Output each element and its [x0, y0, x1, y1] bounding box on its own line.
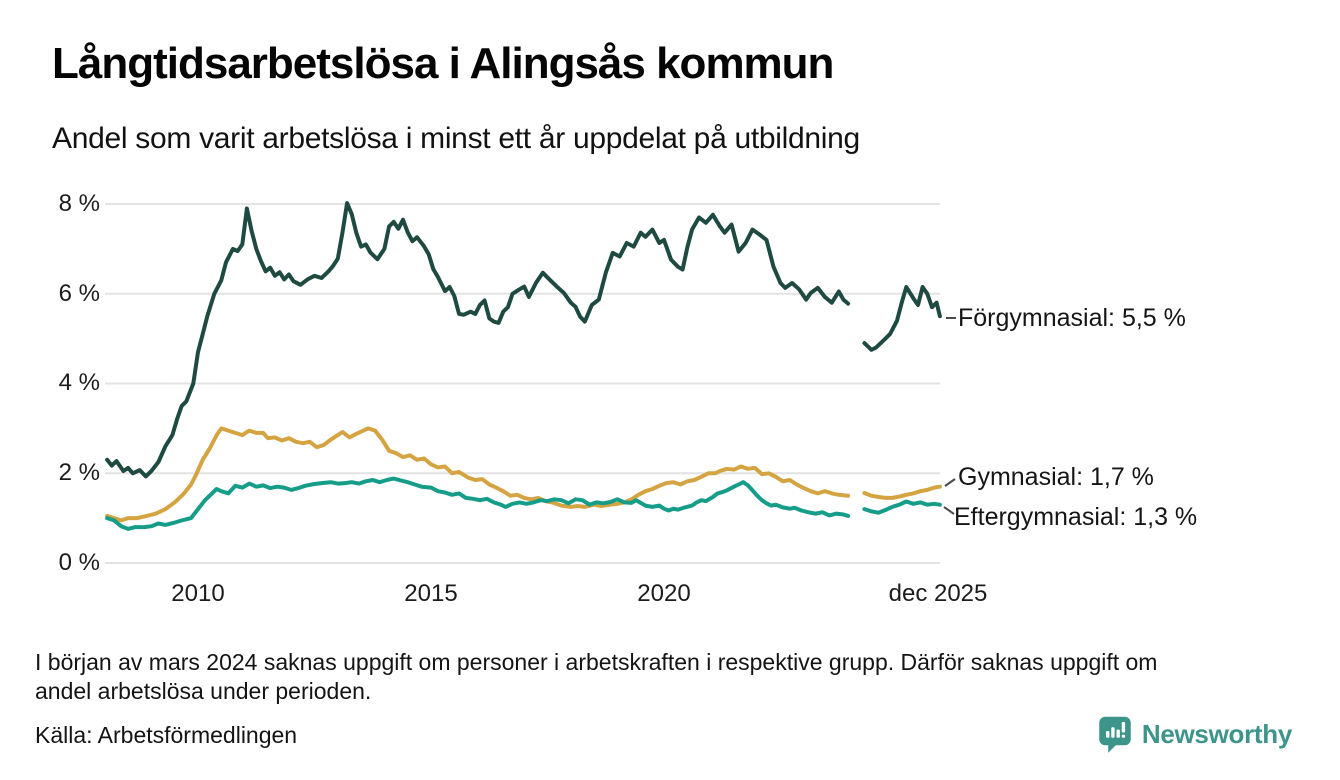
footnote-line-1: I början av mars 2024 saknas uppgift om … [35, 649, 1158, 675]
series-label-gymnasial: Gymnasial: 1,7 % [958, 463, 1154, 491]
page-title: Långtidsarbetslösa i Alingsås kommun [52, 39, 834, 88]
footnote: I början av mars 2024 saknas uppgift om … [35, 648, 1315, 706]
footnote-line-2: andel arbetslösa under perioden. [35, 678, 372, 704]
newsworthy-logo-icon [1097, 714, 1133, 754]
x-axis-tick-2015: 2015 [404, 580, 458, 607]
label-connector-2 [943, 506, 955, 515]
series-line-gymnasial-seg1 [105, 426, 851, 523]
y-axis-tick-4: 4 % [58, 369, 100, 396]
x-axis-tick-2020: 2020 [637, 580, 691, 607]
newsworthy-wordmark: Newsworthy [1141, 718, 1292, 749]
label-connector-1 [944, 478, 956, 487]
source-label: Källa: Arbetsförmedlingen [35, 722, 298, 748]
x-axis-tick-2010: 2010 [171, 580, 225, 607]
series-line-förgymnasial-seg2 [862, 285, 942, 352]
y-axis-tick-0: 0 % [58, 549, 100, 576]
series-label-eftergymnasial: Eftergymnasial: 1,3 % [954, 503, 1198, 531]
x-axis-tick-dec-2025: dec 2025 [888, 580, 988, 607]
y-axis-tick-6: 6 % [58, 280, 100, 307]
series-label-forgymnasial: Förgymnasial: 5,5 % [958, 304, 1186, 332]
y-axis-tick-2: 2 % [58, 459, 100, 486]
series-line-eftergymnasial-seg1 [105, 476, 851, 531]
series-line-gymnasial-seg2 [862, 484, 942, 500]
series-line-eftergymnasial-seg2 [862, 499, 942, 515]
series-line-förgymnasial-seg1 [105, 201, 851, 479]
y-axis-tick-8: 8 % [58, 190, 100, 217]
page-subtitle: Andel som varit arbetslösa i minst ett å… [52, 122, 860, 155]
branding: Newsworthy [1097, 714, 1292, 754]
